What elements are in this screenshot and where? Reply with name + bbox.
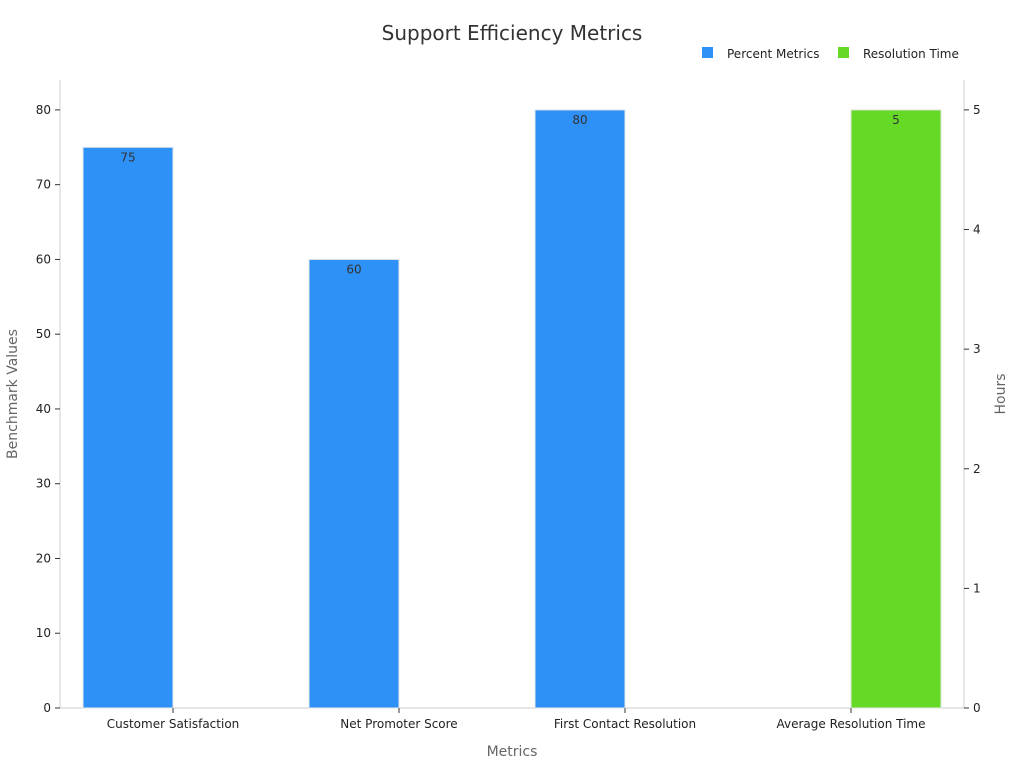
right-y-tick-label: 0 [973,701,981,715]
data-label: 75 [120,150,135,164]
right-y-tick-label: 1 [973,581,981,595]
x-tick-label: Net Promoter Score [340,717,457,731]
right-y-axis: 0 1 2 3 4 5 [964,103,981,715]
x-tick-label: Average Resolution Time [777,717,926,731]
left-y-tick-label: 40 [36,402,51,416]
right-y-axis-title: Hours [993,373,1009,414]
left-y-tick-label: 10 [36,626,51,640]
chart-title: Support Efficiency Metrics [382,21,643,45]
left-y-tick-label: 60 [36,252,51,266]
x-axis: Customer Satisfaction Net Promoter Score F… [107,708,926,731]
bar-percent-metrics [308,258,400,709]
left-y-tick-label: 50 [36,327,51,341]
left-y-axis-title: Benchmark Values [5,329,21,459]
left-y-tick-label: 30 [36,477,51,491]
data-label: 5 [892,113,900,127]
legend-label: Percent Metrics [727,47,820,61]
data-label: 80 [572,113,587,127]
bars: 75 60 80 5 [82,109,942,709]
x-tick-label: Customer Satisfaction [107,717,240,731]
right-y-tick-label: 5 [973,103,981,117]
x-axis-title: Metrics [487,744,538,760]
data-label: 60 [346,262,361,276]
right-y-tick-label: 4 [973,223,981,237]
right-y-tick-label: 2 [973,462,981,476]
right-y-tick-label: 3 [973,342,981,356]
x-tick-label: First Contact Resolution [554,717,696,731]
legend-swatch [702,47,713,58]
left-y-tick-label: 0 [43,701,51,715]
bar-percent-metrics [82,146,174,709]
left-y-tick-label: 70 [36,178,51,192]
legend-label: Resolution Time [863,47,959,61]
left-y-tick-label: 80 [36,103,51,117]
left-y-axis: 0 10 20 30 40 50 60 70 80 [36,103,60,715]
bar-percent-metrics [534,109,626,709]
bar-resolution-time [850,109,942,709]
left-y-tick-label: 20 [36,551,51,565]
legend-swatch [838,47,849,58]
legend: Percent Metrics Resolution Time [702,47,959,61]
